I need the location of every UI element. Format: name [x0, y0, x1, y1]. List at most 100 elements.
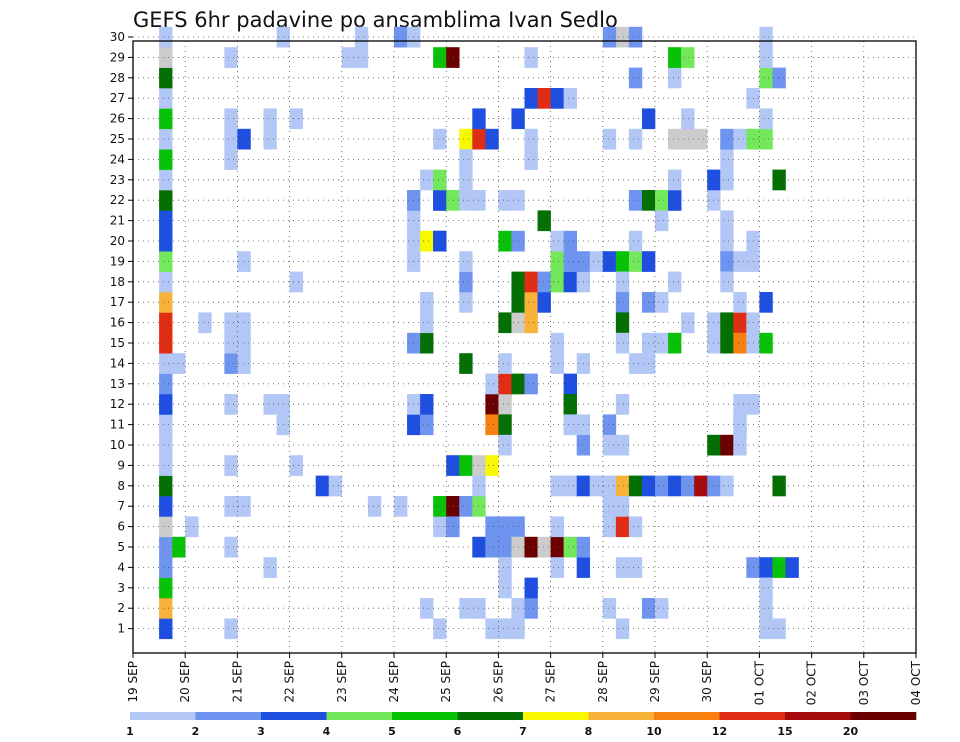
heatmap-cell [524, 577, 538, 599]
y-tick-label: 18 [110, 275, 125, 289]
heatmap-cell [224, 455, 238, 476]
heatmap-cell [420, 332, 434, 354]
heatmap-cell [459, 496, 473, 517]
heatmap-cell [237, 496, 251, 517]
heatmap-cell [459, 271, 473, 293]
heatmap-cell [602, 414, 617, 436]
heatmap-cell [655, 292, 669, 313]
heatmap-cell [198, 312, 212, 334]
heatmap-cell [159, 292, 173, 313]
heatmap-cell [394, 26, 408, 48]
heatmap-cell [159, 190, 173, 211]
x-tick-label: 24 SEP [387, 661, 401, 703]
heatmap-cell [394, 496, 408, 517]
y-tick-label: 5 [117, 540, 125, 554]
heatmap-cell [459, 251, 473, 272]
y-tick-label: 29 [110, 50, 125, 64]
heatmap-cells [159, 26, 799, 640]
heatmap-cell [289, 455, 303, 476]
heatmap-cell [785, 557, 799, 578]
heatmap-cell [524, 312, 538, 334]
y-tick-label: 30 [110, 30, 125, 44]
heatmap-cell [498, 536, 512, 558]
heatmap-cell [237, 251, 251, 272]
heatmap-cell [354, 47, 369, 68]
colorbar-label: 12 [712, 725, 727, 738]
heatmap-cell [628, 251, 643, 272]
heatmap-cell [224, 394, 238, 415]
heatmap-cell [433, 230, 447, 252]
heatmap-cell [498, 230, 512, 252]
heatmap-cell [550, 475, 564, 497]
colorbar-label: 20 [843, 725, 859, 738]
heatmap-cell [159, 128, 173, 150]
heatmap-cell [446, 516, 460, 538]
colorbar-label: 8 [585, 725, 593, 738]
heatmap-cell [524, 88, 538, 109]
colorbar-segment [326, 712, 393, 720]
heatmap-cell [628, 67, 643, 89]
heatmap-cell [367, 496, 382, 517]
colorbar-label: 5 [388, 725, 396, 738]
heatmap-cell [485, 455, 499, 476]
x-tick-label: 22 SEP [283, 661, 297, 703]
heatmap-cell [485, 536, 499, 558]
heatmap-cell [550, 251, 564, 272]
heatmap-cell [772, 618, 786, 640]
heatmap-cell [720, 210, 734, 232]
heatmap-cell [720, 149, 734, 170]
heatmap-cell [159, 394, 173, 415]
y-tick-label: 21 [110, 214, 125, 228]
heatmap-cell [433, 516, 447, 538]
heatmap-cell [498, 557, 512, 578]
y-tick-label: 4 [117, 560, 125, 574]
heatmap-cell [668, 47, 682, 68]
heatmap-cell [602, 598, 617, 619]
heatmap-cell [537, 292, 551, 313]
heatmap-cell [628, 26, 643, 48]
heatmap-cell [759, 292, 773, 313]
heatmap-cell [433, 618, 447, 640]
heatmap-cell [485, 128, 499, 150]
heatmap-cell [733, 414, 747, 436]
heatmap-cell [263, 108, 277, 130]
x-tick-label: 01 OCT [752, 660, 766, 705]
colorbar-label: 15 [777, 725, 792, 738]
heatmap-cell [159, 475, 173, 497]
heatmap-cell [733, 128, 747, 150]
heatmap-cell [628, 353, 643, 374]
colorbar-label: 10 [646, 725, 662, 738]
colorbar-legend: 1 2 3 4 5 6 7 8 10 12 15 20 [126, 712, 917, 738]
y-axis: 1234567891011121314151617181920212223242… [110, 30, 133, 636]
heatmap-cell [602, 434, 617, 456]
heatmap-cell [159, 149, 173, 170]
heatmap-cell [720, 230, 734, 252]
heatmap-cell [237, 353, 251, 374]
heatmap-cell [720, 169, 734, 191]
heatmap-cell [759, 618, 773, 640]
heatmap-cell [550, 536, 564, 558]
plot-frame [132, 40, 917, 654]
colorbar-segment [457, 712, 524, 720]
heatmap-cell [446, 496, 460, 517]
heatmap-cell [459, 149, 473, 170]
heatmap-cell [550, 516, 564, 538]
heatmap-cell [420, 292, 434, 313]
heatmap-cell [159, 618, 173, 640]
heatmap-cell [563, 271, 577, 293]
heatmap-cell [563, 373, 577, 395]
y-tick-label: 15 [110, 336, 125, 350]
y-tick-label: 25 [110, 132, 125, 146]
heatmap-cell [772, 169, 786, 191]
heatmap-cell [224, 128, 238, 150]
heatmap-cell [602, 128, 617, 150]
colorbar-label: 7 [519, 725, 527, 738]
heatmap-cell [615, 434, 630, 456]
heatmap-cell [694, 128, 708, 150]
x-tick-label: 25 SEP [439, 661, 453, 703]
chart-title: GEFS 6hr padavine po ansamblima Ivan Sed… [133, 8, 618, 32]
heatmap-cell [433, 128, 447, 150]
heatmap-cell [524, 536, 538, 558]
heatmap-cell [733, 292, 747, 313]
heatmap-cell [733, 251, 747, 272]
